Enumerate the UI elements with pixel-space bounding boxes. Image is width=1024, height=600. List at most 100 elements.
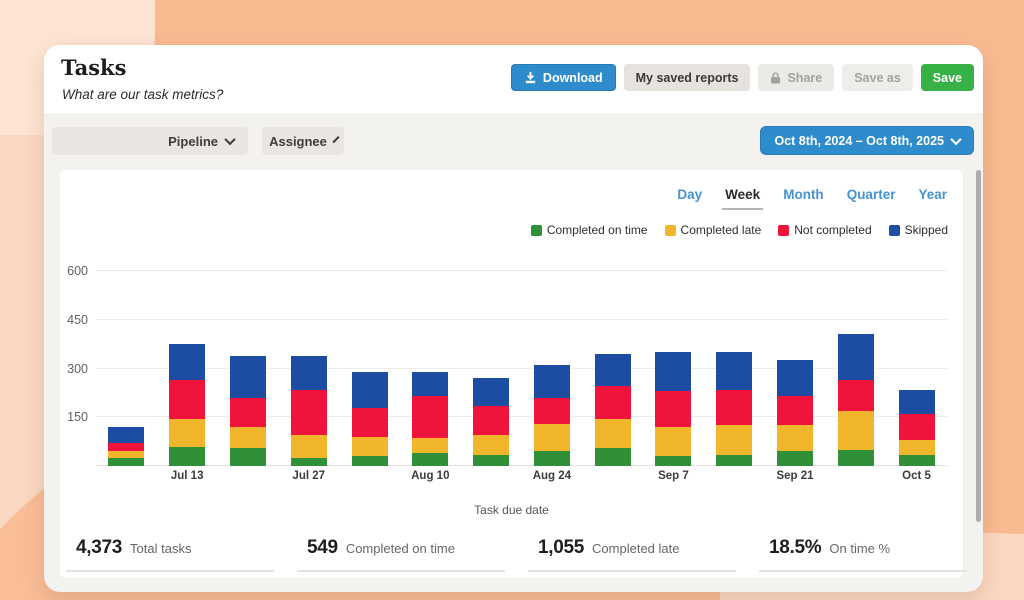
bar-segment-completed-on-time[interactable] [655,456,692,466]
x-tick-label: Sep 7 [658,470,689,482]
bar-segment-completed-on-time[interactable] [716,454,753,466]
bar-segment-completed-on-time[interactable] [229,448,266,466]
bar-segment-completed-late[interactable] [594,418,631,449]
x-tick-label [339,470,400,482]
bar-segment-skipped[interactable] [594,353,631,387]
bar-segment-completed-on-time[interactable] [412,453,449,466]
bar-segment-not-completed[interactable] [716,389,753,426]
tab-week[interactable]: Week [722,187,764,210]
bar-segment-not-completed[interactable] [169,379,206,419]
bar-segment-not-completed[interactable] [837,379,874,411]
bar-segment-skipped[interactable] [351,371,388,408]
bar-segment-completed-on-time[interactable] [473,454,510,466]
stacked-bar[interactable] [655,352,692,466]
bar-segment-skipped[interactable] [655,352,692,392]
stacked-bar[interactable] [716,352,753,466]
stacked-bar[interactable] [473,378,510,466]
bar-segment-completed-late[interactable] [351,436,388,457]
bar-slot [157,344,218,466]
stacked-bar[interactable] [898,389,935,466]
share-button[interactable]: Share [758,64,835,91]
bar-segment-skipped[interactable] [108,427,145,444]
bar-segment-completed-on-time[interactable] [837,449,874,466]
bar-segment-not-completed[interactable] [108,443,145,452]
bar-segment-skipped[interactable] [776,360,813,397]
bar-segment-not-completed[interactable] [473,405,510,436]
tab-year[interactable]: Year [918,187,947,202]
stacked-bar[interactable] [108,427,145,466]
legend-label: Not completed [794,223,872,237]
bar-segment-not-completed[interactable] [898,414,935,440]
stacked-bar[interactable] [533,365,570,466]
bar-segment-completed-on-time[interactable] [351,456,388,466]
pipeline-filter-dropdown[interactable]: Pipeline [52,127,248,155]
bar-slot [643,352,704,466]
download-button[interactable]: Download [510,64,616,91]
tab-day[interactable]: Day [677,187,703,202]
stat-value: 18.5% [769,537,822,558]
chevron-down-icon [950,133,962,145]
stacked-bar[interactable] [776,360,813,466]
bar-segment-skipped[interactable] [473,378,510,406]
bar-segment-skipped[interactable] [229,355,266,398]
bar-segment-not-completed[interactable] [229,397,266,427]
bar-segment-completed-late[interactable] [108,451,145,458]
bar-segment-completed-late[interactable] [837,410,874,450]
bar-segment-completed-on-time[interactable] [169,446,206,466]
bar-segment-completed-late[interactable] [716,425,753,455]
bar-segment-not-completed[interactable] [594,386,631,419]
bar-segment-completed-on-time[interactable] [533,451,570,466]
tab-quarter[interactable]: Quarter [846,187,896,202]
stacked-bar[interactable] [837,334,874,466]
bar-segment-completed-late[interactable] [533,423,570,452]
bar-segment-completed-late[interactable] [169,418,206,447]
date-range-dropdown[interactable]: Oct 8th, 2024 – Oct 8th, 2025 [760,126,974,155]
legend-swatch-completed-on-time [530,224,542,236]
x-axis-line [96,465,947,466]
bar-segment-completed-late[interactable] [290,435,327,458]
bar-segment-not-completed[interactable] [776,396,813,426]
tab-month[interactable]: Month [783,187,824,202]
bar-segment-not-completed[interactable] [290,389,327,436]
bar-segment-completed-late[interactable] [655,427,692,457]
save-as-button[interactable]: Save as [842,64,913,91]
bar-slot [96,427,157,466]
stacked-bar[interactable] [594,353,631,466]
x-tick-label: Aug 24 [532,470,572,482]
bar-segment-completed-on-time[interactable] [594,448,631,466]
bar-segment-completed-late[interactable] [473,435,510,455]
bar-slot [886,389,947,466]
bar-segment-completed-late[interactable] [898,440,935,455]
bar-segment-skipped[interactable] [412,371,449,397]
bar-segment-skipped[interactable] [169,344,206,380]
bar-segment-skipped[interactable] [533,365,570,398]
stacked-bar[interactable] [169,344,206,466]
bar-segment-completed-on-time[interactable] [108,457,145,466]
my-saved-reports-button[interactable]: My saved reports [623,64,751,91]
period-tabs: Day Week Month Quarter Year [677,187,947,210]
bar-segment-skipped[interactable] [290,355,327,390]
assignee-filter-label: Assignee [269,133,327,149]
bar-segment-skipped[interactable] [898,389,935,414]
bar-segment-not-completed[interactable] [351,407,388,437]
stacked-bar[interactable] [351,371,388,466]
bar-segment-completed-late[interactable] [229,427,266,449]
bar-segment-skipped[interactable] [837,334,874,380]
bar-segment-completed-late[interactable] [412,438,449,453]
bar-segment-completed-late[interactable] [776,425,813,452]
bar-slot [461,378,522,466]
assignee-filter-dropdown[interactable]: Assignee [262,127,344,155]
bar-segment-not-completed[interactable] [412,396,449,439]
vertical-scrollbar-thumb[interactable] [976,170,981,522]
download-label: Download [542,70,603,85]
stacked-bar[interactable] [229,355,266,466]
stacked-bar[interactable] [290,355,327,466]
save-button[interactable]: Save [920,64,974,91]
bar-segment-not-completed[interactable] [655,391,692,427]
stacked-bar[interactable] [412,371,449,466]
bar-segment-not-completed[interactable] [533,397,570,424]
bar-segment-completed-on-time[interactable] [776,451,813,466]
bar-segment-completed-on-time[interactable] [898,454,935,466]
bar-segment-skipped[interactable] [716,352,753,390]
bar-segment-completed-on-time[interactable] [290,457,327,466]
